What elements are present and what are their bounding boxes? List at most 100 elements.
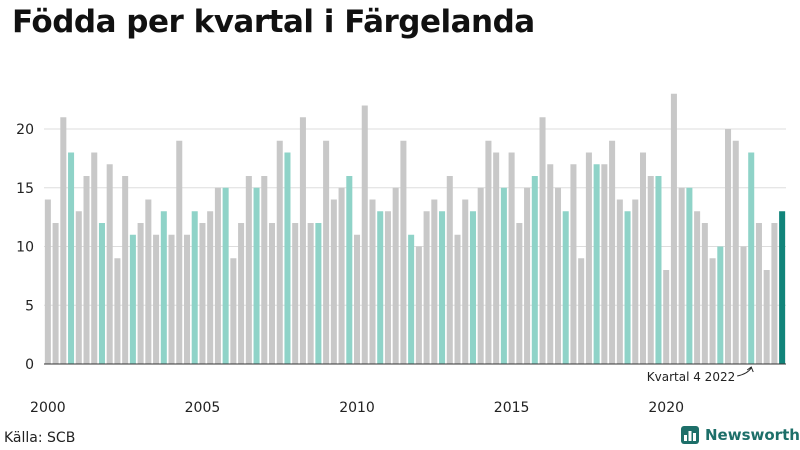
bar: [253, 187, 260, 364]
bar: [214, 187, 221, 364]
bar: [60, 117, 67, 364]
bar: [52, 223, 59, 364]
bar: [469, 211, 476, 364]
bar: [709, 258, 716, 364]
bar: [531, 176, 538, 364]
y-tick-label: 20: [16, 122, 34, 138]
x-tick-label: 2000: [30, 400, 66, 416]
bar: [68, 152, 75, 364]
brand-logo: Newsworthy: [681, 426, 800, 444]
bar: [207, 211, 214, 364]
bar: [585, 152, 592, 364]
bar: [647, 176, 654, 364]
x-axis-ticks: 2000 2005 2010 2015 2020: [30, 400, 684, 416]
bar: [539, 117, 546, 364]
bar: [292, 223, 299, 364]
bar: [191, 211, 198, 364]
bar: [361, 105, 368, 364]
bar: [624, 211, 631, 364]
bar: [446, 176, 453, 364]
bar: [431, 199, 438, 364]
bar: [129, 234, 136, 364]
bar: [269, 223, 276, 364]
bar: [779, 211, 786, 364]
bar: [763, 270, 770, 364]
bar: [400, 140, 407, 364]
x-tick-label: 2020: [648, 400, 684, 416]
bar: [439, 211, 446, 364]
x-tick-label: 2015: [494, 400, 530, 416]
x-tick-label: 2010: [339, 400, 375, 416]
bar: [75, 211, 82, 364]
bar: [377, 211, 384, 364]
bar: [307, 223, 314, 364]
bar: [338, 187, 345, 364]
bar: [570, 164, 577, 364]
bar: [771, 223, 778, 364]
bar: [122, 176, 129, 364]
y-axis-ticks: 0 5 10 15 20: [16, 122, 34, 373]
bar: [354, 234, 361, 364]
bar: [554, 187, 562, 364]
bar: [508, 152, 515, 364]
bar: [145, 199, 152, 364]
bar: [222, 187, 229, 364]
y-tick-label: 10: [16, 240, 34, 256]
bar: [454, 234, 461, 364]
bar: [176, 140, 183, 364]
bar: [485, 140, 492, 364]
bar: [740, 246, 747, 364]
bar: [477, 187, 484, 364]
bar: [601, 164, 608, 364]
bar: [500, 187, 507, 364]
bar: [276, 140, 283, 364]
bar: [686, 187, 693, 364]
bar: [748, 152, 755, 364]
bar: [562, 211, 569, 364]
bar: [98, 223, 105, 364]
bar: [330, 199, 337, 364]
brand-name: Newsworthy: [705, 426, 800, 444]
bar: [168, 234, 175, 364]
bar: [238, 223, 245, 364]
bar: [415, 246, 422, 364]
bar: [609, 140, 616, 364]
bar: [323, 140, 330, 364]
bar-chart-logo-icon: [681, 426, 699, 444]
bar: [616, 199, 623, 364]
bar: [755, 223, 762, 364]
bar: [183, 234, 191, 364]
bar: [593, 164, 600, 364]
bar: [153, 234, 160, 364]
bar: [91, 152, 98, 364]
bar: [299, 117, 306, 364]
y-tick-label: 15: [16, 181, 34, 197]
bar: [701, 223, 708, 364]
bar: [578, 258, 585, 364]
y-tick-label: 0: [25, 357, 34, 373]
bar: [284, 152, 291, 364]
bar: [725, 129, 732, 364]
bar: [663, 270, 670, 364]
bar: [160, 211, 167, 364]
bar: [732, 140, 739, 364]
bar: [44, 199, 51, 364]
bar: [261, 176, 268, 364]
bar: [524, 187, 531, 364]
bars: [44, 93, 786, 364]
bar: [678, 187, 685, 364]
bar: [462, 199, 469, 364]
bar: [369, 199, 376, 364]
bar: [655, 176, 662, 364]
bar: [408, 234, 415, 364]
bar: [640, 152, 647, 364]
bar: [493, 152, 500, 364]
bar: [245, 176, 252, 364]
y-tick-label: 5: [25, 298, 34, 314]
source-note: Källa: SCB: [4, 430, 76, 446]
bar: [423, 211, 430, 364]
bar: [83, 176, 90, 364]
x-tick-label: 2005: [185, 400, 221, 416]
bar: [114, 258, 121, 364]
